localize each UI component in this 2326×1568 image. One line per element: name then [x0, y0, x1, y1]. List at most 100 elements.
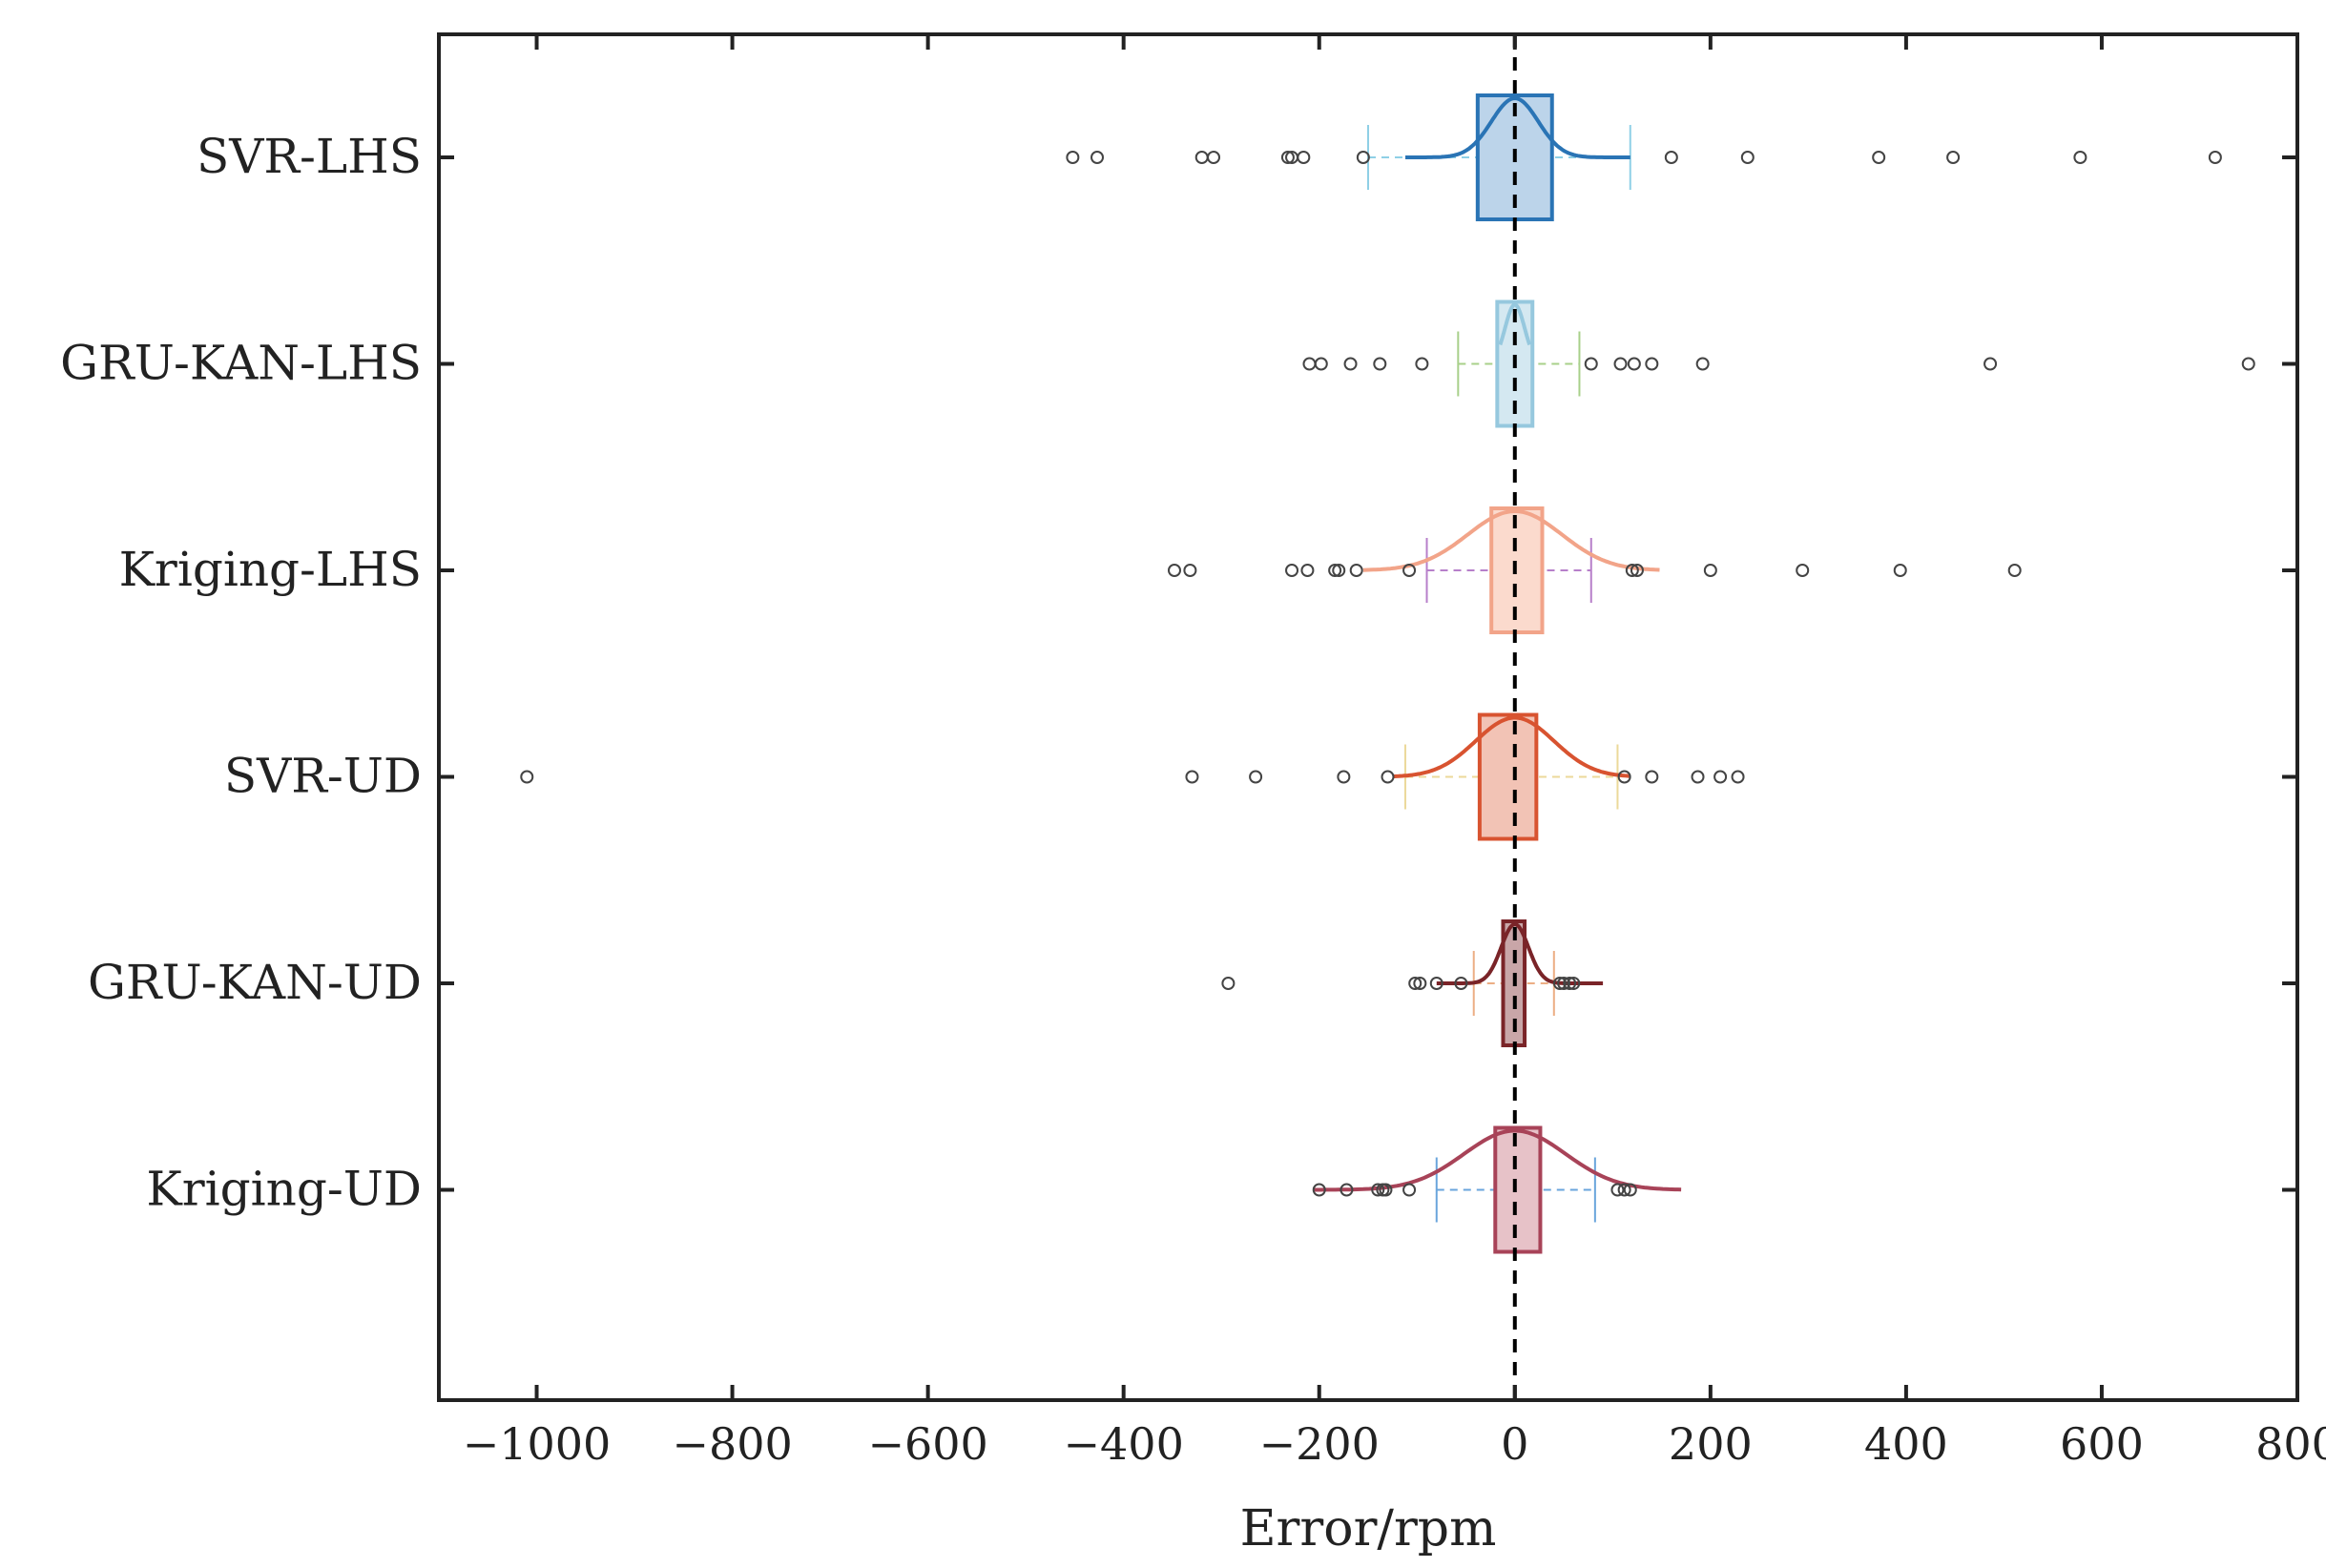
density-curve [1314, 1128, 1682, 1192]
outlier-point [1584, 357, 1598, 371]
category-label: Kriging-UD [146, 1162, 422, 1217]
outlier-point [1343, 357, 1358, 371]
axis-ticks: SVR-LHS GRU-KAN-LHS Kriging-LHS SVR-UD GRU-K… [60, 34, 2326, 1470]
outlier-point [1280, 151, 1295, 164]
outlier-point [1627, 357, 1641, 371]
outlier-point [1563, 977, 1577, 990]
outlier-point [1983, 357, 1998, 371]
outlier-point [1332, 564, 1346, 577]
outlier-point [1371, 1183, 1385, 1197]
outlier-point [1552, 977, 1567, 990]
outlier-point [1872, 151, 1886, 164]
series-gru-kan-lhs [1302, 299, 2255, 428]
series-gru-kan-ud [1221, 919, 1604, 1047]
outlier-point [1356, 151, 1370, 164]
outlier-point [2241, 357, 2255, 371]
outlier-point [1630, 564, 1644, 577]
category-label: GRU-KAN-UD [88, 955, 422, 1010]
x-tick-label: 400 [1864, 1418, 1948, 1470]
outlier-point [1328, 564, 1342, 577]
series-svr-ud [520, 712, 1745, 841]
outlier-point [1413, 977, 1427, 990]
x-axis-label: Error/rpm [1240, 1500, 1497, 1558]
outlier-point [1312, 1183, 1326, 1197]
outlier-point [1090, 151, 1105, 164]
outlier-point [1381, 770, 1395, 784]
outlier-point [1285, 564, 1299, 577]
outlier-point [1183, 564, 1197, 577]
outlier-point [1221, 977, 1236, 990]
outlier-point [1454, 977, 1468, 990]
outlier-point [1617, 770, 1631, 784]
outlier-point [1297, 151, 1311, 164]
outlier-point [1337, 770, 1351, 784]
outlier-point [2073, 151, 2087, 164]
outlier-point [1066, 151, 1080, 164]
outlier-point [1731, 770, 1745, 784]
outlier-point [1664, 151, 1678, 164]
category-label: GRU-KAN-LHS [60, 336, 422, 391]
outlier-point [1610, 1183, 1625, 1197]
x-tick-label: 600 [2060, 1418, 2144, 1470]
x-tick-label: −600 [867, 1418, 987, 1470]
outlier-point [1796, 564, 1810, 577]
density-curve [1392, 715, 1630, 778]
outlier-point [1340, 1183, 1354, 1197]
outlier-point [520, 770, 534, 784]
outlier-point [1314, 357, 1328, 371]
outlier-point [1645, 357, 1659, 371]
outlier-point [1429, 977, 1443, 990]
outlier-point [1613, 357, 1628, 371]
outlier-point [1302, 357, 1317, 371]
x-tick-label: 0 [1501, 1418, 1528, 1470]
outlier-point [1207, 151, 1221, 164]
outlier-point [1713, 770, 1728, 784]
outlier-point [1249, 770, 1263, 784]
density-curve [1404, 96, 1630, 159]
x-tick-label: 800 [2255, 1418, 2326, 1470]
outlier-point [1623, 1183, 1637, 1197]
outlier-point [1740, 151, 1755, 164]
outlier-point [1415, 357, 1429, 371]
box-iqr [1493, 1125, 1543, 1254]
outlier-point [1617, 1183, 1631, 1197]
plot-area [520, 34, 2255, 1400]
outlier-point [1349, 564, 1363, 577]
outlier-point [1703, 564, 1717, 577]
outlier-point [1695, 357, 1710, 371]
series-svr-lhs [1066, 93, 2222, 221]
outlier-point [1691, 770, 1705, 784]
outlier-point [1185, 770, 1199, 784]
x-tick-label: −400 [1064, 1418, 1184, 1470]
outlier-point [1645, 770, 1659, 784]
x-tick-label: −200 [1259, 1418, 1380, 1470]
series-kriging-ud [1312, 1125, 1682, 1254]
outlier-point [1379, 1183, 1393, 1197]
category-label: SVR-UD [224, 749, 422, 804]
outlier-point [1402, 564, 1417, 577]
outlier-point [1557, 977, 1571, 990]
outlier-point [1408, 977, 1423, 990]
category-label: Kriging-LHS [119, 542, 422, 597]
category-label: SVR-LHS [197, 129, 422, 184]
series-kriging-lhs [1167, 506, 2022, 634]
box-iqr [1477, 712, 1539, 841]
plot-frame [437, 32, 2299, 1402]
outlier-point [1946, 151, 1961, 164]
x-tick-label: −1000 [463, 1418, 612, 1470]
x-tick-label: 200 [1669, 1418, 1753, 1470]
x-tick-label: −800 [672, 1418, 792, 1470]
outlier-point [1194, 151, 1209, 164]
outlier-point [1373, 357, 1387, 371]
outlier-point [1402, 1183, 1417, 1197]
outlier-point [1893, 564, 1907, 577]
box-iqr [1489, 506, 1545, 634]
outlier-point [2007, 564, 2022, 577]
outlier-point [1567, 977, 1581, 990]
outlier-point [1300, 564, 1315, 577]
outlier-point [1167, 564, 1181, 577]
outlier-point [1625, 564, 1639, 577]
density-curve [1498, 302, 1532, 346]
outlier-point [2208, 151, 2222, 164]
